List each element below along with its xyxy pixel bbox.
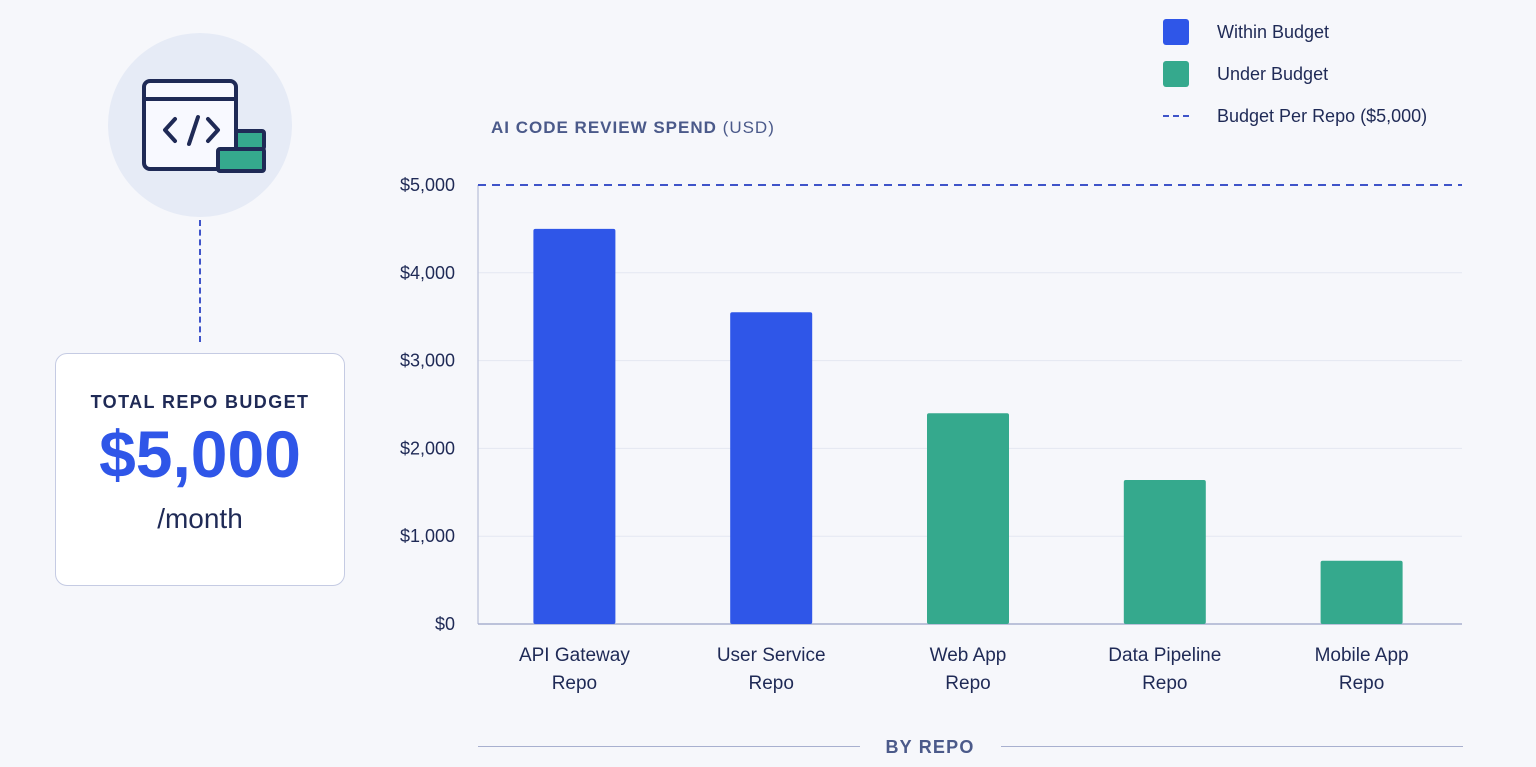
x-tick-label: Repo [552, 673, 597, 694]
x-tick-label: Repo [748, 673, 793, 694]
legend-swatch-budget-line [1163, 115, 1189, 117]
code-window-graphic [142, 79, 266, 173]
bar [730, 312, 813, 624]
x-tick-label: Mobile App [1315, 645, 1409, 666]
legend-item-under: Under Budget [1163, 60, 1427, 88]
x-axis-title-band: BY REPO [0, 737, 1536, 759]
y-tick-label: $2,000 [400, 438, 455, 458]
code-window-icon [140, 77, 270, 181]
x-tick-label: Repo [1339, 673, 1384, 694]
x-tick-label: Web App [930, 645, 1007, 666]
y-tick-label: $5,000 [400, 175, 455, 195]
bar [1123, 480, 1206, 624]
bar [1320, 560, 1403, 624]
legend-label-within: Within Budget [1217, 21, 1330, 42]
budget-card-label: TOTAL REPO BUDGET [90, 392, 310, 412]
legend-item-budget-line: Budget Per Repo ($5,000) [1163, 102, 1427, 130]
legend-swatch-under [1163, 61, 1189, 87]
x-tick-label: Repo [945, 673, 990, 694]
legend-label-under: Under Budget [1217, 63, 1329, 84]
chart-title-unit: (USD) [722, 118, 775, 137]
chart-legend: Within Budget Under Budget Budget Per Re… [1163, 18, 1427, 144]
y-tick-label: $3,000 [400, 351, 455, 371]
y-tick-label: $1,000 [400, 526, 455, 546]
budget-card-unit: /month [157, 503, 243, 534]
budget-card-value: $5,000 [99, 417, 301, 491]
bar [927, 413, 1009, 624]
x-tick-label: Data Pipeline [1108, 645, 1221, 666]
connector-dashed-line [199, 220, 201, 342]
legend-swatch-within [1163, 19, 1189, 45]
chart-title: AI CODE REVIEW SPEND (USD) [491, 118, 775, 138]
x-axis-title-line-left [478, 746, 860, 747]
x-tick-label: API Gateway [519, 645, 630, 666]
x-tick-label: Repo [1142, 673, 1187, 694]
y-tick-label: $4,000 [400, 263, 455, 283]
y-tick-label: $0 [435, 614, 455, 634]
bar [533, 228, 616, 624]
x-axis-title-line-right [1001, 746, 1463, 747]
budget-card: TOTAL REPO BUDGET $5,000 /month [55, 353, 345, 586]
x-tick-label: User Service [717, 645, 826, 666]
legend-label-budget-line: Budget Per Repo ($5,000) [1217, 105, 1428, 126]
chart-title-main: AI CODE REVIEW SPEND [491, 118, 717, 137]
legend-item-within: Within Budget [1163, 18, 1427, 46]
code-icon-badge [108, 33, 292, 217]
x-axis-title: BY REPO [885, 737, 975, 757]
